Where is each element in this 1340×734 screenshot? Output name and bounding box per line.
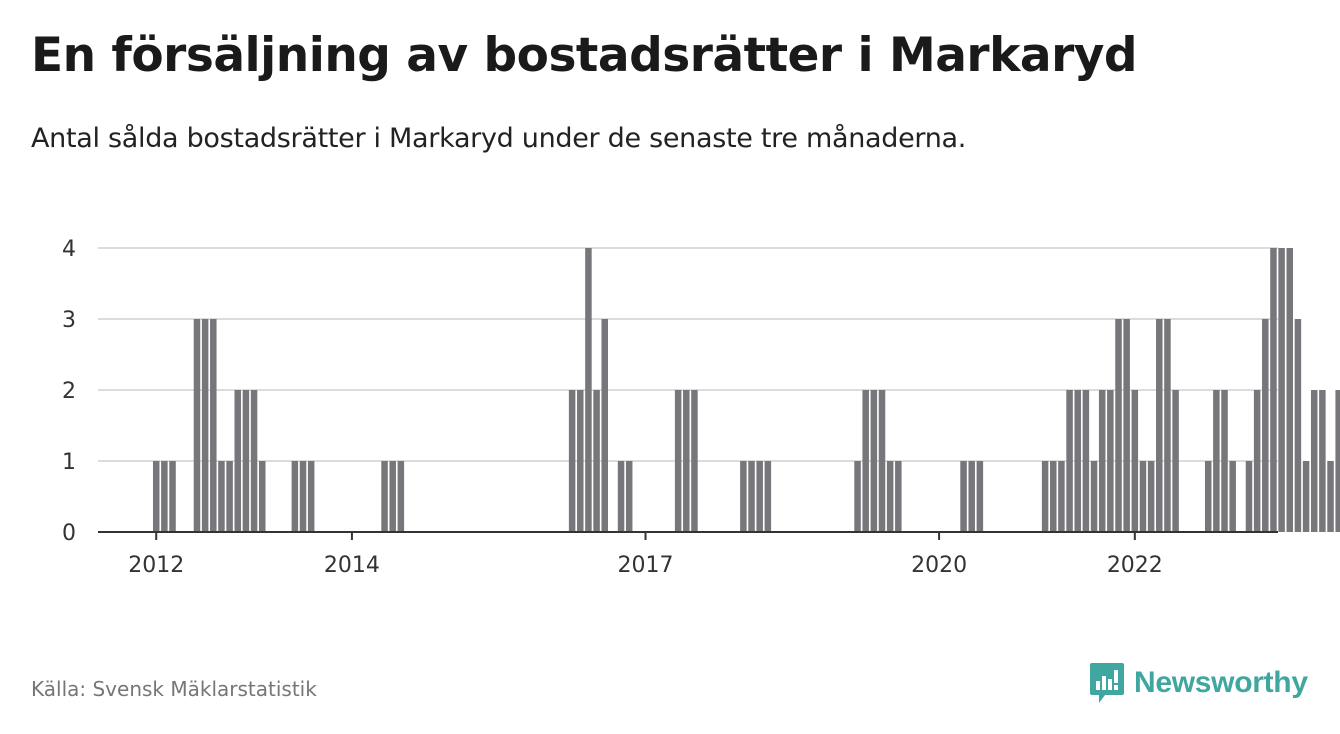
bar [1262,319,1269,532]
bar [601,319,608,532]
bar [976,461,984,532]
bar [1270,248,1277,532]
y-tick-label: 4 [62,237,76,262]
bar [226,461,233,532]
bar [242,390,250,532]
bar [397,461,405,532]
bar [1082,390,1090,532]
bar [748,461,755,532]
bar [1074,390,1081,532]
bar [381,461,388,532]
brand-logo[interactable]: Newsworthy [1089,660,1308,706]
bar [218,461,225,532]
bar [568,390,576,532]
bar [1319,390,1326,532]
bar [1172,390,1179,532]
chart-title: En försäljning av bostadsrätter i Markar… [31,28,1138,83]
bar [854,461,861,532]
bar [1050,461,1057,532]
bar [862,390,869,532]
bar [1253,390,1261,532]
bar [1139,461,1147,532]
bar [593,390,600,532]
chart-subtitle: Antal sålda bostadsrätter i Markaryd und… [31,123,967,154]
bar [258,461,266,532]
bar [1278,248,1285,532]
bar [683,390,690,532]
bar [1221,390,1228,532]
bar [389,461,396,532]
bar [886,461,894,532]
bar [968,461,975,532]
bar [1041,461,1049,532]
bar [1310,390,1318,532]
bar [1090,461,1098,532]
bar [1294,319,1302,532]
bar [1245,461,1253,532]
bar [250,390,258,532]
bar [193,319,201,532]
brand-name: Newsworthy [1134,666,1308,699]
bar [1204,461,1212,532]
bar [625,461,633,532]
bar-chart: 01234120122014201720202022 [62,237,1340,578]
y-tick-label: 2 [62,379,76,404]
y-tick-label: 0 [62,521,76,546]
y-tick-label: 1 [62,450,76,475]
bar [585,248,592,532]
bar [1327,461,1334,532]
x-tick-label: 2014 [324,553,380,578]
bar [577,390,584,532]
x-tick-label: 2020 [911,553,967,578]
x-tick-label: 2017 [618,553,674,578]
bar [960,461,967,532]
bar [161,461,168,532]
y-tick-label: 3 [62,308,76,333]
bar [169,461,176,532]
bar [1302,461,1310,532]
bar [756,461,763,532]
bar [1213,390,1220,532]
bar [152,461,160,532]
bar [740,461,747,532]
bar [201,319,209,532]
bar [764,461,772,532]
x-tick-label: 2022 [1107,553,1163,578]
bar [691,390,698,532]
bar [674,390,682,532]
source-note: Källa: Svensk Mäklarstatistik [31,677,317,701]
bar [210,319,217,532]
bar [1229,461,1236,532]
bar [878,390,886,532]
bar [291,461,299,532]
bar [1058,461,1065,532]
bar [870,390,878,532]
bar [895,461,902,532]
bar [1107,390,1114,532]
bar [234,390,242,532]
bar [1147,461,1155,532]
bar [1131,390,1139,532]
bar [307,461,315,532]
bar [1066,390,1073,532]
bar [1123,319,1130,532]
bar [1164,319,1171,532]
bar [1115,319,1122,532]
bar [1156,319,1163,532]
bar [299,461,307,532]
bar [617,461,625,532]
bar [1335,390,1340,532]
bar [1098,390,1106,532]
x-tick-label: 2012 [128,553,184,578]
bar [1286,248,1294,532]
newsworthy-logo-icon [1090,663,1124,703]
